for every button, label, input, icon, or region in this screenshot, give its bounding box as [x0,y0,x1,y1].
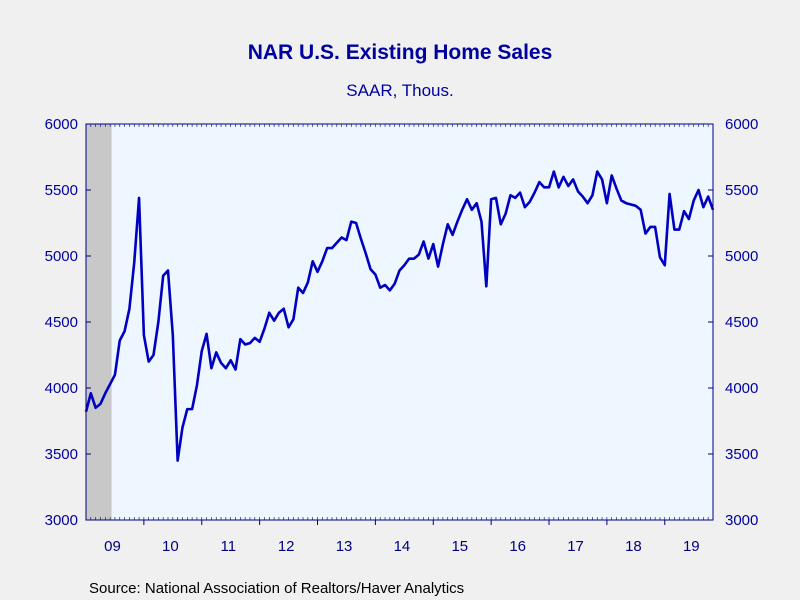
x-axis-labels: 09 10 11 12 13 14 15 16 17 18 19 [104,538,699,555]
y-axis-left-labels: 3000 3500 4000 4500 5000 5500 6000 [45,116,78,529]
y-tick-label-left: 6000 [45,116,78,133]
series-line [84,170,715,462]
y-tick-label-right: 3000 [725,512,758,529]
x-tick-label: 18 [625,538,642,555]
chart-subtitle: SAAR, Thous. [346,81,453,100]
y-tick-label-right: 4000 [725,380,758,397]
x-tick-label: 19 [683,538,700,555]
plot-area [86,124,713,520]
x-tick-label: 12 [278,538,295,555]
x-tick-label: 15 [451,538,468,555]
y-tick-label-right: 6000 [725,116,758,133]
plot-frame [85,123,714,521]
y-tick-label-right: 4500 [725,314,758,331]
y-axis-right-labels: 3000 3500 4000 4500 5000 5500 6000 [725,116,758,529]
x-tick-label: 11 [220,538,236,555]
x-tick-label: 17 [567,538,584,555]
source-note: Source: National Association of Realtors… [89,580,464,597]
y-tick-label-left: 5000 [45,248,78,265]
y-tick-label-left: 4000 [45,380,78,397]
y-tick-label-left: 4500 [45,314,78,331]
chart-title: NAR U.S. Existing Home Sales [248,41,553,64]
y-tick-label-right: 3500 [725,446,758,463]
y-tick-label-right: 5500 [725,182,758,199]
x-tick-label: 13 [336,538,353,555]
y-tick-label-left: 5500 [45,182,78,199]
x-tick-label: 10 [162,538,179,555]
y-tick-label-left: 3500 [45,446,78,463]
x-tick-label: 14 [394,538,411,555]
y-tick-label-left: 3000 [45,512,78,529]
x-tick-label: 09 [104,538,121,555]
x-tick-label: 16 [509,538,526,555]
y-tick-label-right: 5000 [725,248,758,265]
